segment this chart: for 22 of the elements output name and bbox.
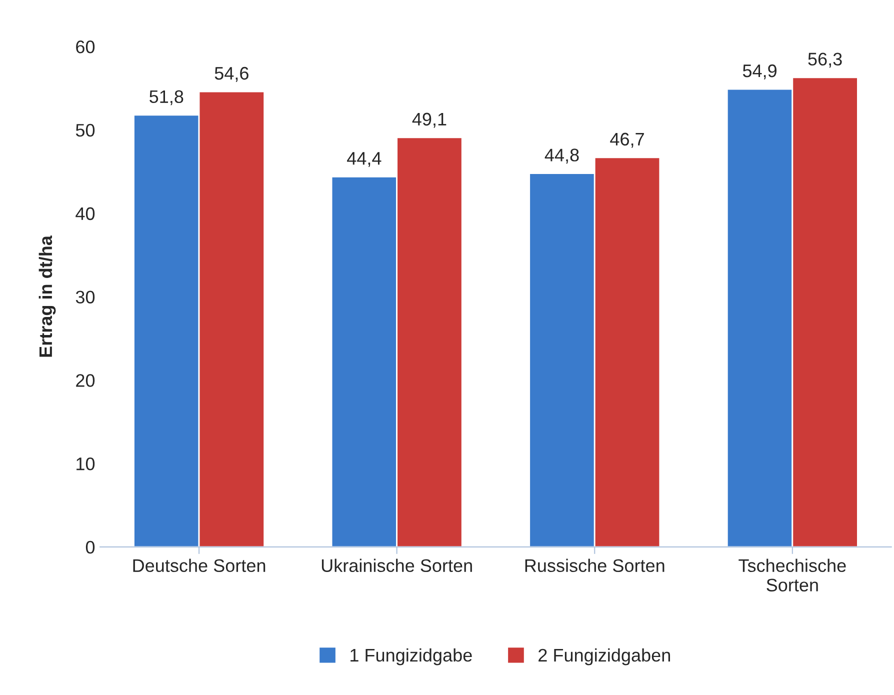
y-axis-title: Ertrag in dt/ha: [38, 235, 56, 357]
x-tick-label: Ukrainische Sorten: [322, 558, 472, 572]
data-label: 54,9: [742, 64, 776, 80]
x-tick-label: Russische Sorten: [525, 558, 664, 572]
data-label: 46,7: [610, 132, 644, 148]
y-tick-label: 40: [76, 207, 95, 220]
y-tick-label: 30: [76, 290, 95, 304]
x-tick-label: Tschechische Sorten: [738, 558, 846, 592]
x-tick-label: Deutsche Sorten: [133, 558, 266, 572]
y-tick-label: 20: [76, 374, 95, 387]
y-tick-label: 60: [76, 40, 95, 54]
data-label: 44,8: [544, 148, 579, 164]
y-tick-label: 0: [86, 540, 95, 554]
legend-label: 1 Fungizidgabe: [350, 648, 472, 666]
y-tick-label: 50: [76, 124, 95, 137]
data-label: 51,8: [150, 90, 184, 106]
data-label: 49,1: [412, 112, 446, 128]
data-label: 44,4: [347, 152, 382, 167]
data-label: 56,3: [808, 52, 842, 68]
y-tick-label: 10: [76, 458, 95, 470]
legend-label: 2 Fungizidgaben: [538, 648, 670, 666]
data-label: 54,6: [214, 66, 248, 82]
